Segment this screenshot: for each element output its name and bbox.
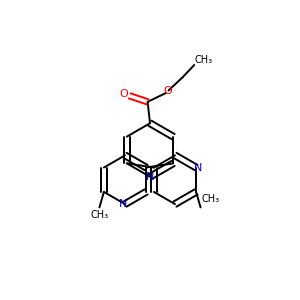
- Text: N: N: [194, 163, 202, 172]
- Text: CH₃: CH₃: [195, 55, 213, 64]
- Text: N: N: [146, 172, 154, 182]
- Text: O: O: [119, 89, 128, 99]
- Text: CH₃: CH₃: [90, 210, 109, 220]
- Text: O: O: [163, 85, 172, 96]
- Text: N: N: [119, 199, 128, 209]
- Text: CH₃: CH₃: [201, 194, 219, 204]
